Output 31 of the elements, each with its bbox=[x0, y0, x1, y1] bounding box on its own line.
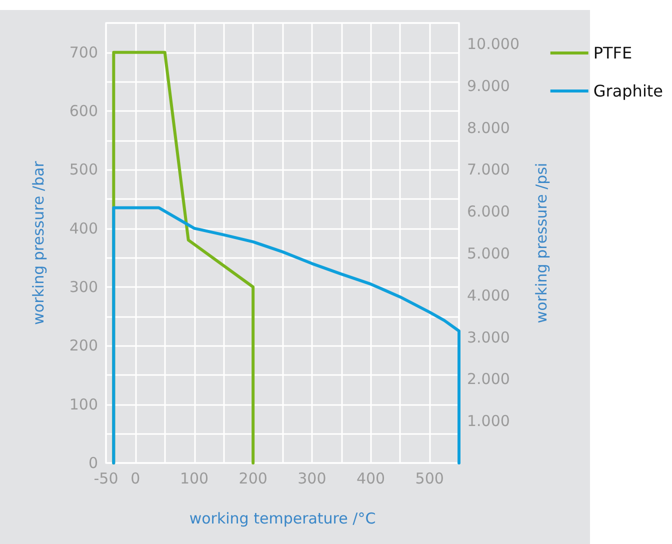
x-tick-label: 300 bbox=[298, 470, 326, 488]
x-tick-label: 100 bbox=[180, 470, 209, 488]
y-tick-label: 100 bbox=[69, 395, 98, 414]
line-series bbox=[112, 206, 460, 464]
x-tick-label: 500 bbox=[415, 470, 444, 488]
legend-label: Graphite bbox=[593, 82, 663, 100]
y2-tick-label: 1.000 bbox=[467, 412, 510, 430]
legend-label: PTFE bbox=[593, 44, 632, 62]
x-axis-title: working temperature /°C bbox=[189, 510, 376, 528]
y-tick-label: 300 bbox=[69, 278, 98, 296]
y2-tick-label: 5.000 bbox=[467, 244, 510, 262]
x-tick-label: -50 bbox=[94, 470, 118, 488]
x-tick-label: 200 bbox=[238, 470, 268, 488]
y2-tick-label: 10.000 bbox=[467, 34, 520, 53]
y-axis-title: working pressure /bar bbox=[30, 160, 48, 325]
y-tick-label: 0 bbox=[88, 454, 98, 472]
y2-tick-label: 9.000 bbox=[467, 76, 510, 95]
y2-tick-label: 4.000 bbox=[467, 286, 510, 304]
y-tick-label: 400 bbox=[69, 219, 98, 238]
y-tick-label: 700 bbox=[69, 43, 98, 62]
y2-tick-label: 3.000 bbox=[467, 328, 510, 346]
y2-tick-label: 2.000 bbox=[467, 370, 510, 388]
y-tick-label: 500 bbox=[69, 160, 98, 179]
y-tick-label: 600 bbox=[69, 102, 98, 120]
y2-tick-label: 6.000 bbox=[467, 202, 510, 221]
x-tick-label: 400 bbox=[356, 470, 386, 488]
y-tick-label: 200 bbox=[69, 336, 98, 355]
y2-tick-label: 8.000 bbox=[467, 118, 510, 137]
y2-axis-title: working pressure /psi bbox=[532, 162, 550, 324]
y2-tick-label: 7.000 bbox=[467, 160, 510, 179]
x-tick-label: 0 bbox=[130, 470, 140, 488]
